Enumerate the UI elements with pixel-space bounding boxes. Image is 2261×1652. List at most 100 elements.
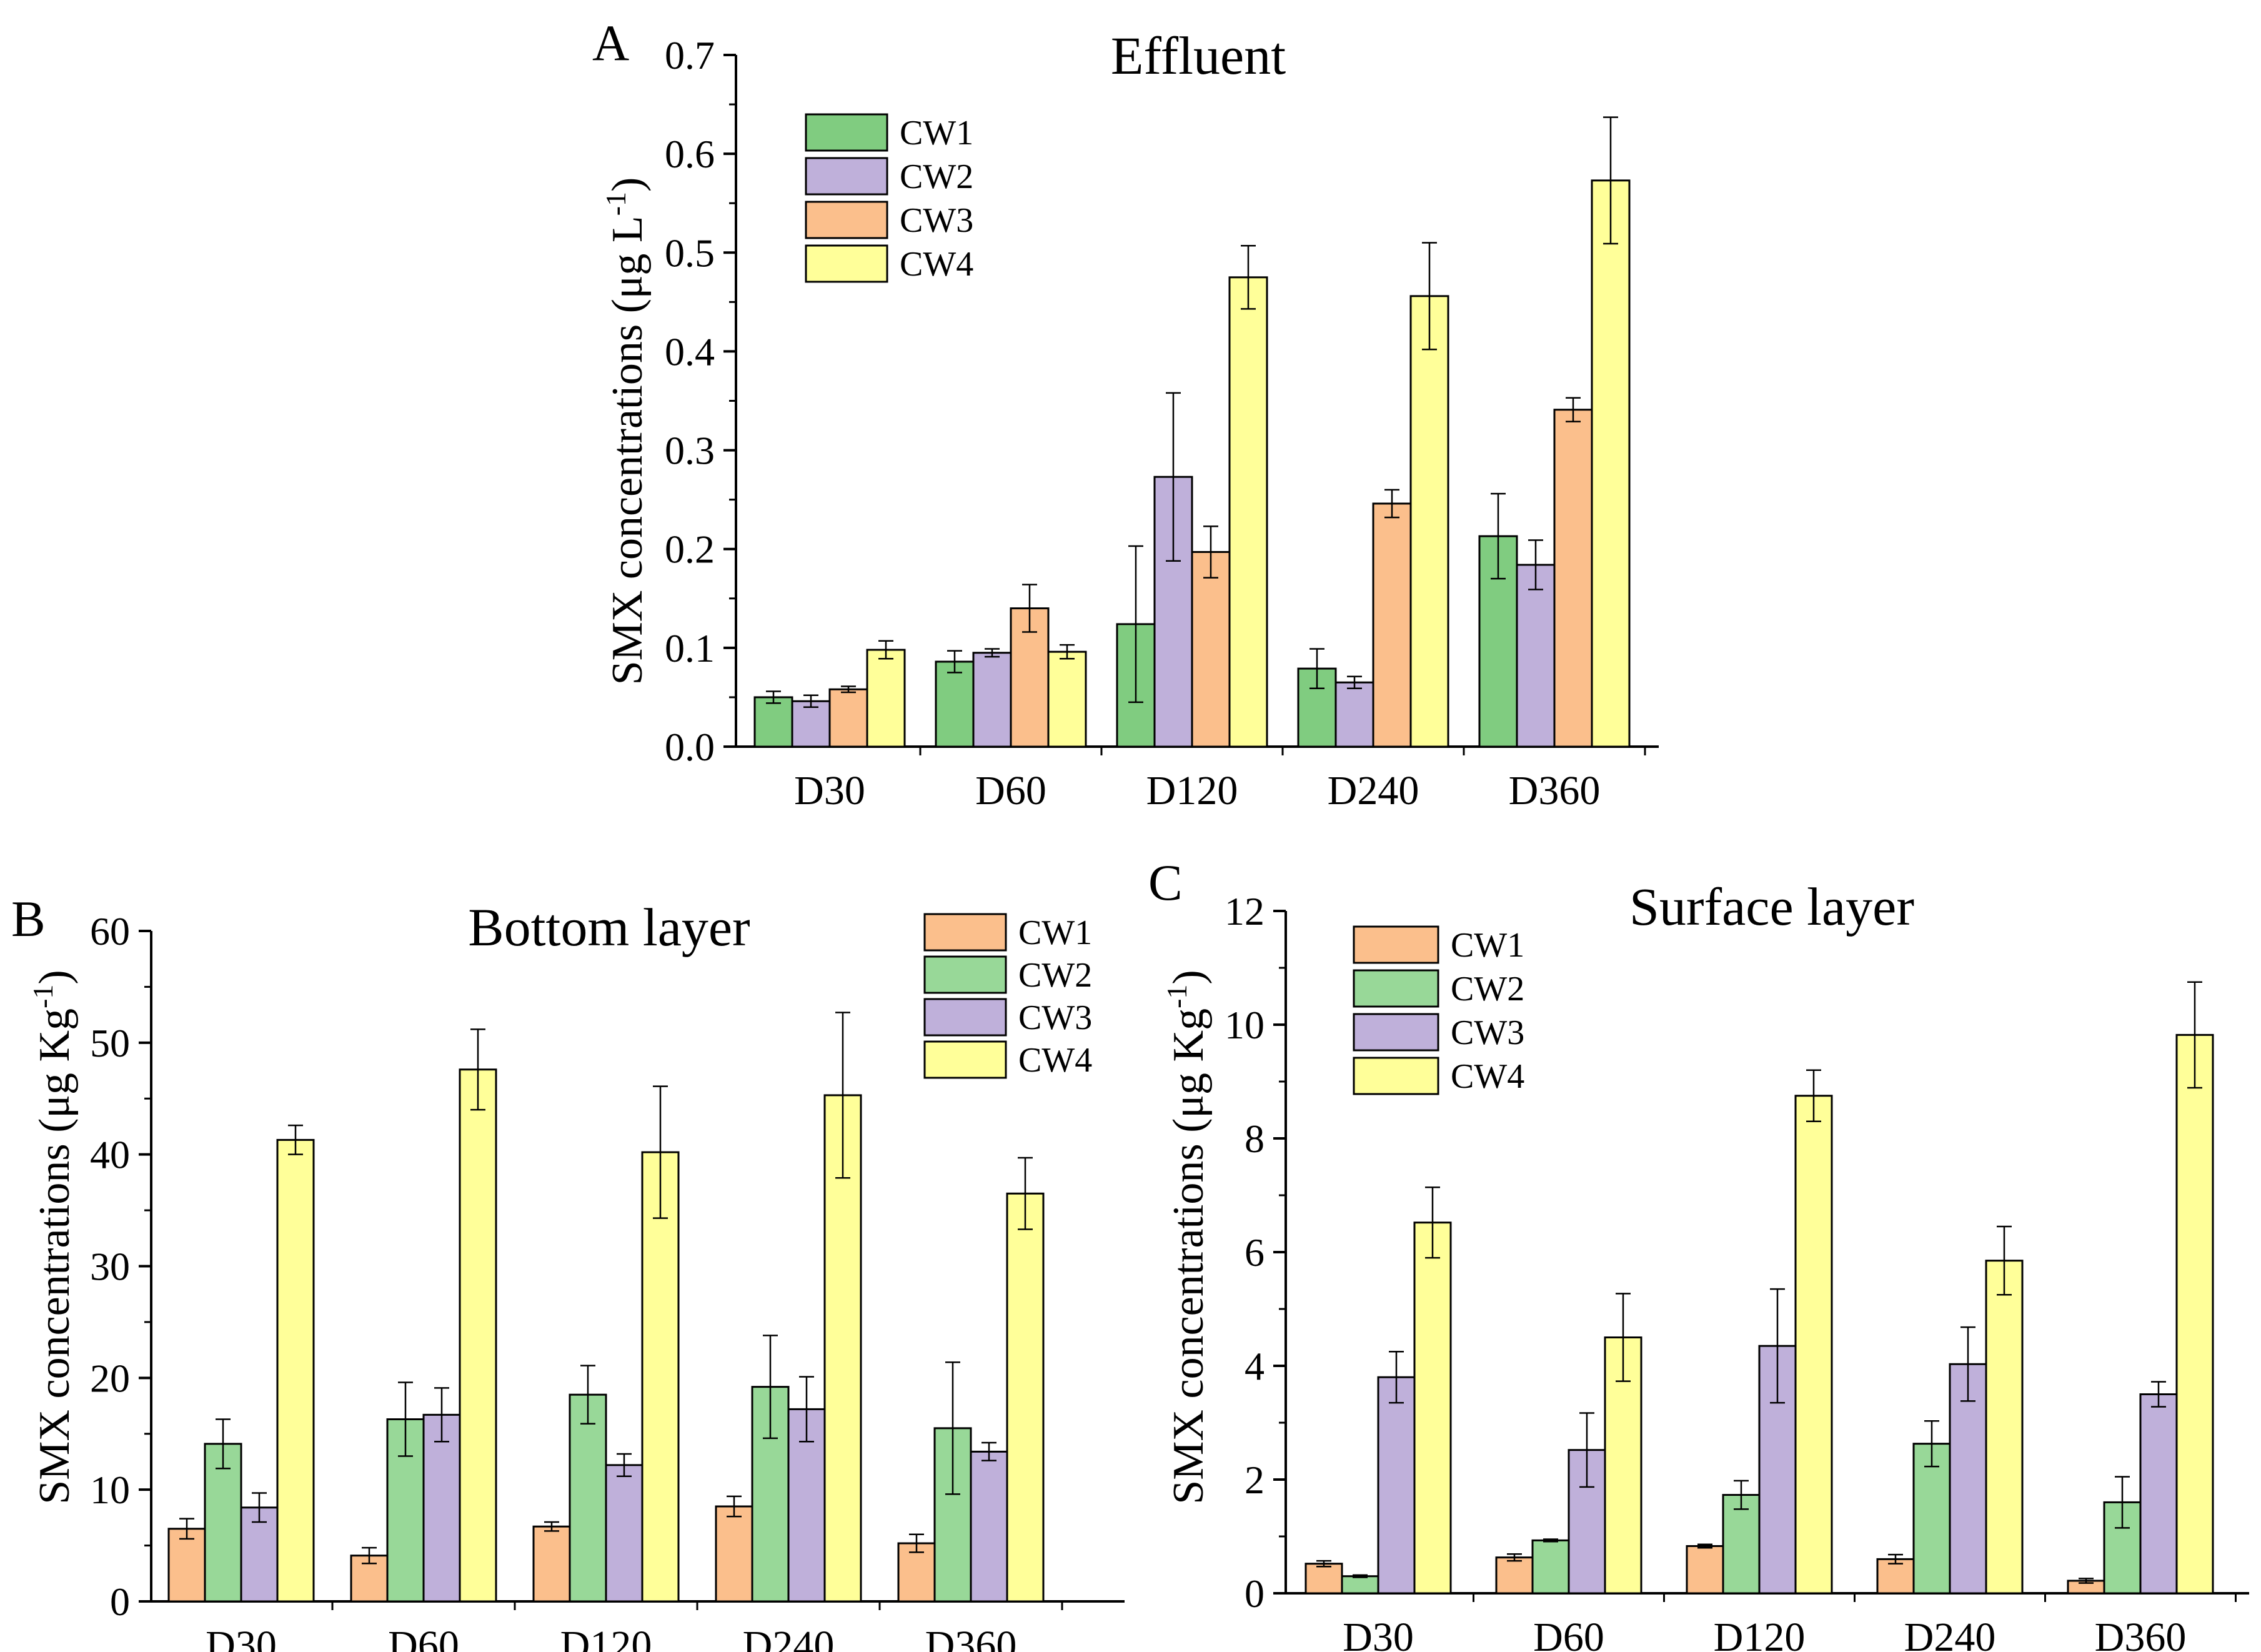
legend-swatch: [923, 955, 1007, 994]
y-axis-label-sup: -1: [1161, 985, 1193, 1008]
y-tick-label: 10: [1225, 1003, 1265, 1047]
bar-cw4-d120: [641, 1151, 680, 1603]
panel-label: B: [11, 890, 46, 947]
bar-cw4-d360: [1006, 1192, 1045, 1603]
y-tick-label: 12: [1225, 889, 1265, 933]
bar-cw3-d60: [422, 1413, 461, 1603]
x-tick-label: D30: [794, 768, 865, 814]
x-tick-label: D240: [1904, 1615, 1996, 1652]
bar-cw4-d30: [276, 1138, 315, 1603]
y-axis-label-main: SMX concentrations (μg L: [604, 216, 652, 685]
y-axis-label-main: SMX concentrations (μg Kg: [31, 1008, 79, 1505]
chart-title: Bottom layer: [468, 897, 750, 957]
legend-swatch: [805, 201, 888, 239]
legend-swatch: [805, 244, 888, 283]
bar-cw4-d120: [1794, 1095, 1833, 1595]
bar-cw3-d360: [970, 1450, 1008, 1603]
legend-label: CW3: [900, 201, 973, 240]
plot-area: 0.0 0.1 0.2 0.3 0.4 0.5 0.6 0.7 D30 D60 D120 D240 D3…: [665, 33, 1659, 814]
bar-cw1-d240: [715, 1505, 753, 1603]
y-axis-label: SMX concentrations (μg Kg-1): [1161, 970, 1213, 1504]
x-tick-label: D360: [2095, 1615, 2187, 1652]
y-axis-label: SMX concentrations (μg Kg-1): [27, 970, 79, 1504]
y-tick-label: 0.2: [665, 527, 715, 572]
plot-area: 0 10 20 30 40 50 60 D30 D60 D120 D240 D360 CW1 CW2CW3…: [90, 909, 1125, 1652]
bar-cw4-d60: [459, 1068, 497, 1603]
x-tick-label: D360: [925, 1623, 1017, 1652]
x-tick-label: D30: [1343, 1615, 1414, 1652]
y-tick-label: 50: [90, 1021, 130, 1065]
panel-b-bottom-layer: B Bottom layer SMX concentrations (μg Kg…: [11, 890, 1125, 1652]
legend-swatch: [1353, 925, 1439, 964]
y-tick-label: 4: [1245, 1344, 1265, 1388]
bar-cw2-d360: [1516, 564, 1556, 748]
bar-cw2-d60: [1531, 1539, 1570, 1595]
bar-cw3-d360: [2139, 1393, 2178, 1595]
bar-cw4-d60: [1604, 1336, 1642, 1595]
x-tick-label: D120: [1146, 768, 1238, 814]
panel-label: C: [1148, 854, 1183, 911]
legend-label: CW4: [1451, 1057, 1524, 1096]
y-axis-label-sup: -1: [27, 985, 59, 1008]
bar-cw3-d30: [828, 688, 868, 748]
y-tick-label: 0.4: [665, 329, 715, 374]
x-tick-label: D360: [1509, 768, 1601, 814]
y-tick-label: 6: [1245, 1230, 1265, 1275]
legend-label: CW3: [1018, 998, 1092, 1037]
chart-title: Surface layer: [1629, 877, 1914, 937]
x-tick-label: D120: [560, 1623, 652, 1652]
legend-label: CW2: [1018, 956, 1092, 995]
legend-swatch: [1353, 1013, 1439, 1052]
y-tick-label: 2: [1245, 1458, 1265, 1502]
bar-cw4-d240: [1409, 295, 1449, 748]
bar-cw3-d30: [1377, 1376, 1416, 1595]
legend-label: CW4: [900, 245, 973, 284]
legend-label: CW2: [900, 157, 973, 196]
legend-label: CW1: [900, 114, 973, 152]
y-tick-label: 10: [90, 1468, 130, 1512]
y-tick-label: 8: [1245, 1117, 1265, 1161]
legend-swatch: [923, 913, 1007, 952]
bar-cw4-d360: [2175, 1033, 2214, 1595]
panel-a-effluent: A Effluent SMX concentrations (μg L-1) 0…: [592, 14, 1659, 814]
x-tick-label: D240: [743, 1623, 835, 1652]
bar-cw3-d120: [1191, 550, 1231, 748]
y-axis-label-close: ): [1165, 970, 1213, 984]
y-tick-label: 40: [90, 1133, 130, 1177]
legend: CW1 CW2 CW3 CW4: [805, 113, 973, 284]
legend-swatch: [805, 157, 888, 196]
bar-cw3-d240: [1372, 502, 1412, 748]
y-tick-label: 0.6: [665, 132, 715, 176]
plot-area: 0 2 4 6 8 10 12 D30 D60 D120 D240 D360 CW1 CW2 CW3 CW4: [1225, 889, 2249, 1652]
bar-cw4-d240: [1985, 1260, 2024, 1595]
x-tick-label: D60: [1533, 1615, 1604, 1652]
panel-c-surface-layer: C Surface layer SMX concentrations (μg K…: [1148, 854, 2249, 1652]
bar-cw1-d120: [532, 1525, 571, 1603]
bar-cw2-d60: [972, 652, 1012, 748]
legend-swatch: [1353, 1057, 1439, 1095]
y-axis-label: SMX concentrations (μg L-1): [600, 177, 652, 685]
legend-label: CW4: [1018, 1041, 1092, 1080]
y-tick-label: 0.0: [665, 725, 715, 769]
bar-cw2-d240: [1334, 681, 1374, 748]
y-tick-label: 0.5: [665, 231, 715, 275]
y-axis-label-sup: -1: [600, 192, 632, 216]
legend-swatch: [923, 1040, 1007, 1079]
bar-cw1-d120: [1686, 1545, 1724, 1595]
bar-cw1-d30: [1304, 1563, 1343, 1595]
bar-cw3-d360: [1553, 409, 1593, 748]
bar-cw1-d60: [1495, 1556, 1534, 1595]
bar-cw3-d120: [605, 1464, 644, 1603]
y-tick-label: 0.1: [665, 626, 715, 670]
legend-label: CW2: [1451, 970, 1524, 1008]
legend-swatch: [805, 113, 888, 152]
bar-cw4-d30: [1413, 1222, 1452, 1595]
y-tick-label: 0: [110, 1580, 130, 1624]
y-tick-label: 20: [90, 1356, 130, 1400]
bar-cw2-d30: [204, 1443, 242, 1603]
y-axis-label-main: SMX concentrations (μg Kg: [1165, 1008, 1213, 1505]
y-tick-label: 60: [90, 909, 130, 953]
